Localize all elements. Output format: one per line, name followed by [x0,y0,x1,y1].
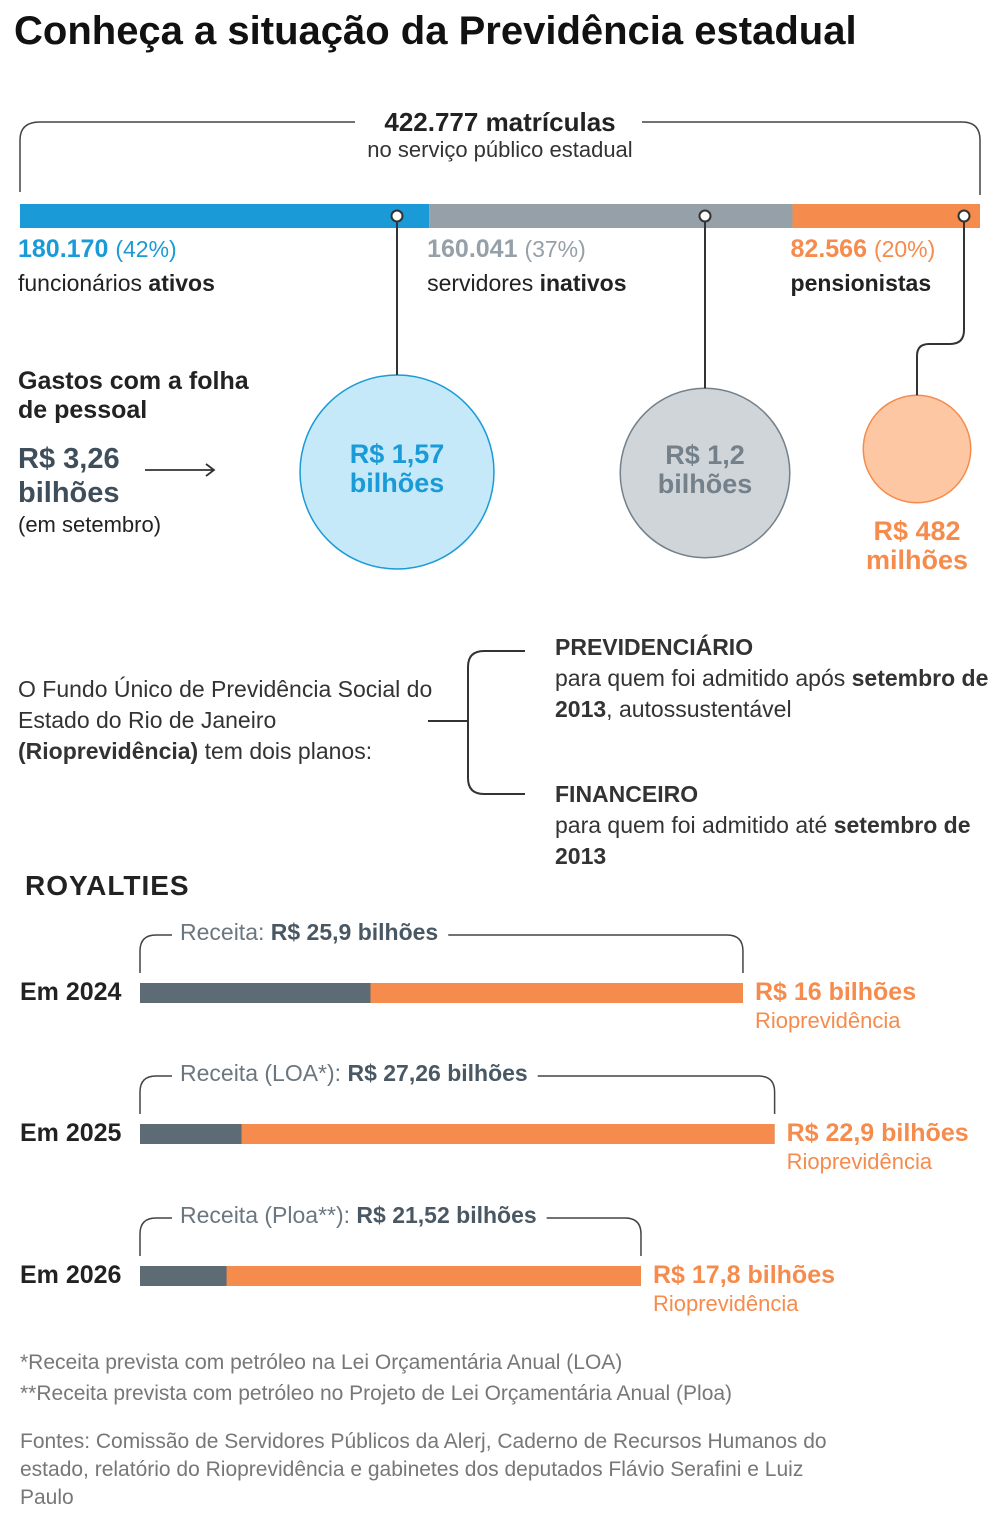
marker [957,209,971,223]
plan-text: para quem foi admitido até setembro de 2… [555,810,995,872]
spending-label: R$ 482 milhões [865,516,969,575]
rioprev-bar [370,983,743,1003]
marker [390,209,404,223]
rioprev-value: R$ 16 bilhões [754,978,917,1006]
segment-label: funcionários ativos [18,269,215,298]
marker [698,209,712,223]
segment-share: (20%) [873,236,936,262]
plan-text: para quem foi admitido após setembro de … [555,663,995,725]
revenue-label: Receita: R$ 25,9 bilhões [180,918,438,947]
fund-bold: (Rioprevidência) [18,738,199,764]
connector [916,216,965,396]
brace [19,121,981,195]
plan-brace [428,650,525,795]
plan-name: FINANCEIRO [555,781,699,807]
payroll-value: R$ 3,26 bilhões [18,443,120,509]
enrollment-total: 422.777 matrículas [384,107,616,137]
enrollment-bar [20,204,430,228]
rioprev-value: R$ 22,9 bilhões [786,1119,969,1147]
revenue-brace [139,1217,642,1256]
footnote: *Receita prevista com petróleo na Lei Or… [20,1351,623,1374]
plan-bold: setembro de 2013 [555,665,989,722]
rioprev-name: Rioprevidência [786,1149,933,1174]
segment-share: (37%) [524,236,586,262]
payroll-note: (em setembro) [18,512,162,537]
revenue-label: Receita (Ploa**): R$ 21,52 bilhões [180,1201,537,1230]
footnote: **Receita prevista com petróleo no Proje… [20,1382,733,1405]
year-label: Em 2024 [20,978,122,1006]
year-label: Em 2025 [20,1119,122,1147]
fund-text: tem dois planos: [198,738,373,764]
segment-text-bold: pensionistas [790,270,932,296]
plan-name: PREVIDENCIÁRIO [555,634,754,660]
plan-bold: setembro de 2013 [555,812,971,869]
title: Conheça a situação da Previdência estadu… [14,9,857,53]
revenue-value: R$ 27,26 bilhões [347,1060,528,1086]
rioprev-value: R$ 17,8 bilhões [652,1261,836,1289]
plan-text: para quem foi admitido após [555,665,852,691]
plan-text: , autossustentável [606,696,792,722]
sources: Fontes: Comissão de Servidores Públicos … [20,1430,827,1509]
enrollment-sub: no serviço público estadual [367,137,633,162]
segment-share: (42%) [115,236,177,262]
segment-text-bold: inativos [539,270,627,296]
arrow [145,463,216,477]
enrollment-bar [429,204,793,228]
royalties-title: ROYALTIES [25,870,190,901]
plan-text: para quem foi admitido até [555,812,834,838]
segment-value: 160.041 (37%) [427,235,586,263]
segment-label: servidores inativos [427,269,626,298]
rioprev-bar [226,1266,641,1286]
revenue-value: R$ 21,52 bilhões [356,1202,537,1228]
rioprev-name: Rioprevidência [652,1291,799,1316]
revenue-prefix: Receita (LOA*): [180,1060,348,1086]
revenue-value: R$ 25,9 bilhões [270,919,439,945]
segment-text: funcionários [18,270,149,296]
revenue-label: Receita (LOA*): R$ 27,26 bilhões [180,1059,528,1088]
rioprev-name: Rioprevidência [754,1008,901,1033]
segment-value: 82.566 (20%) [790,235,936,263]
rioprev-bar [241,1124,775,1144]
spending-circle [862,394,972,504]
segment-text: servidores [427,270,540,296]
fund-text: O Fundo Único de Previdência Social do E… [18,676,433,733]
payroll-title: Gastos com a folha de pessoal [18,367,249,424]
fund-intro: O Fundo Único de Previdência Social do E… [18,674,438,767]
segment-value: 180.170 (42%) [18,235,177,263]
spending-label: R$ 1,2 bilhões [657,440,753,499]
spending-label: R$ 1,57 bilhões [349,439,445,498]
enrollment-bar [792,204,980,228]
revenue-prefix: Receita (Ploa**): [180,1202,357,1228]
segment-text-bold: ativos [148,270,215,296]
revenue-brace [139,934,744,973]
year-label: Em 2026 [20,1261,122,1289]
revenue-prefix: Receita: [180,919,271,945]
revenue-brace [139,1075,776,1114]
segment-label: pensionistas [791,269,932,298]
